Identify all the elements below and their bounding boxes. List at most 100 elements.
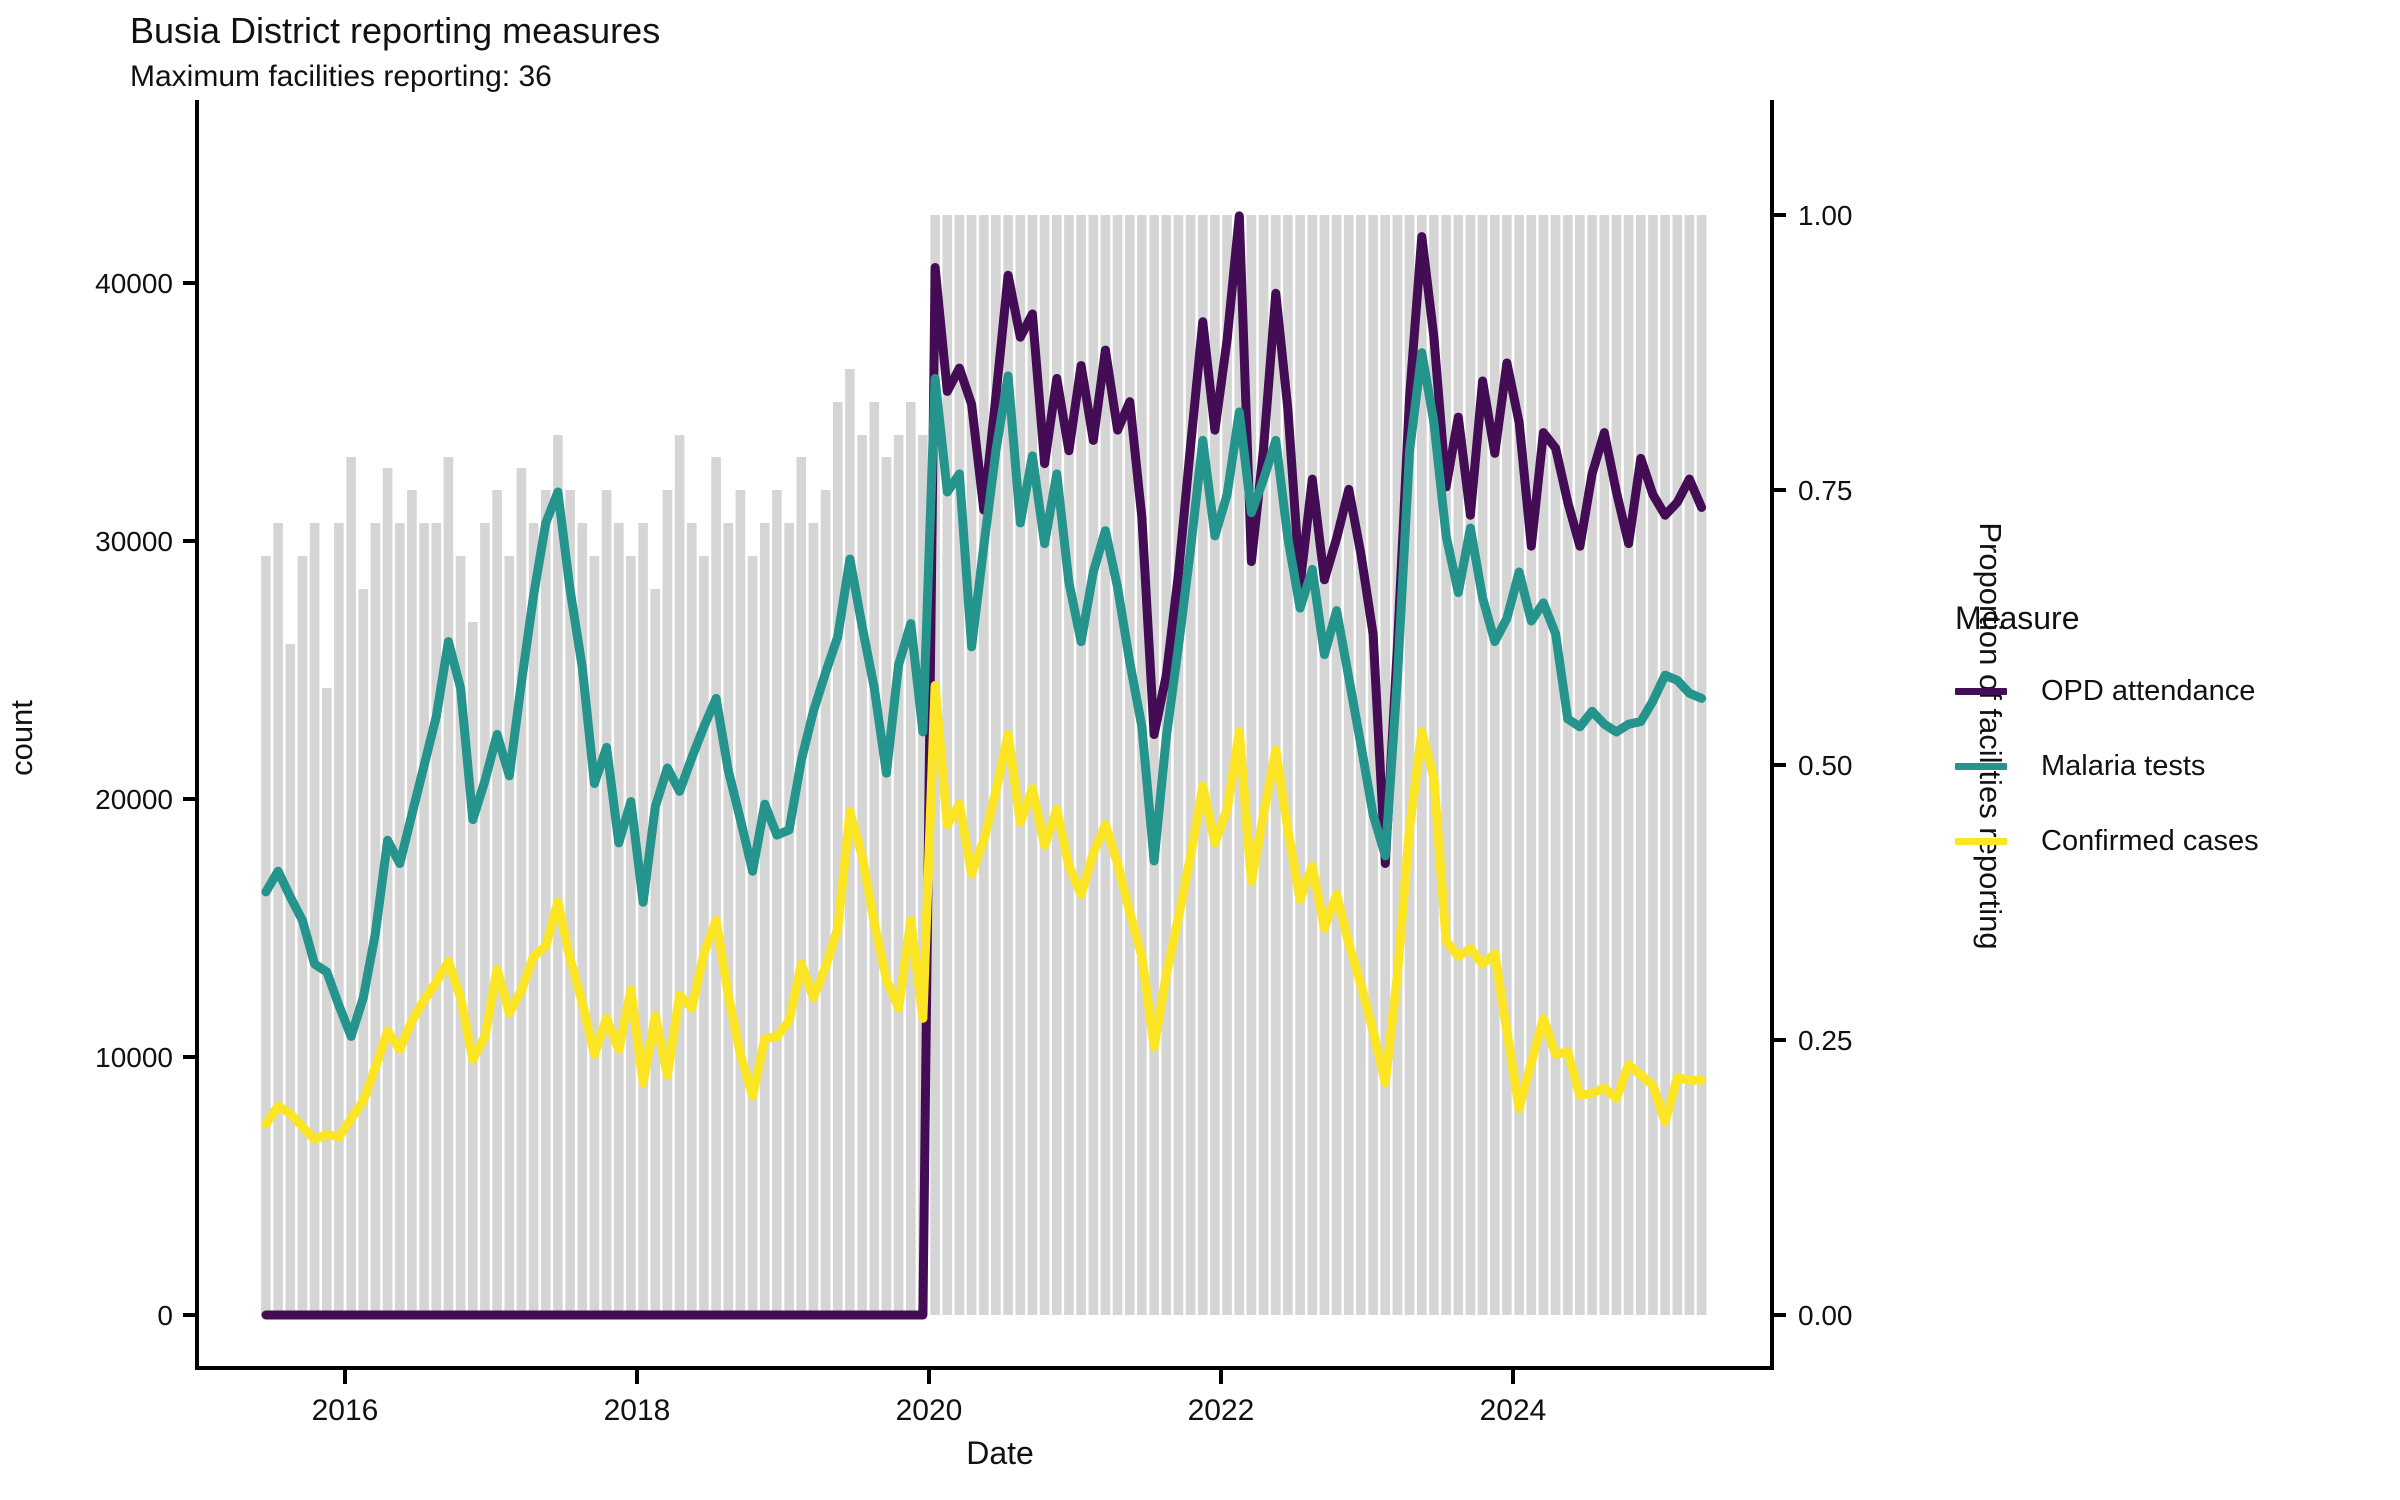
reporting-bar — [1064, 215, 1074, 1315]
reporting-bar — [1258, 215, 1269, 1315]
reporting-bar — [1210, 215, 1220, 1315]
reporting-bar — [1185, 215, 1196, 1315]
reporting-bar — [382, 468, 393, 1315]
x-tick-label: 2020 — [896, 1394, 963, 1427]
reporting-bar — [735, 490, 746, 1315]
confirmed-cases-line-swatch — [1955, 838, 2007, 845]
left-tick-label: 0 — [157, 1300, 173, 1331]
reporting-bar — [273, 523, 283, 1315]
reporting-bar — [699, 556, 709, 1315]
reporting-bar — [541, 490, 551, 1315]
left-tick-label: 30000 — [95, 526, 173, 557]
reporting-bar — [1648, 215, 1658, 1315]
reporting-bar — [1173, 215, 1184, 1315]
reporting-bar — [261, 556, 271, 1315]
x-tick-label: 2016 — [312, 1394, 379, 1427]
reporting-bar — [1368, 215, 1378, 1315]
reporting-bar — [869, 402, 880, 1315]
left-tick-label: 40000 — [95, 268, 173, 299]
reporting-bar — [1587, 215, 1597, 1315]
reporting-bar — [881, 457, 892, 1315]
reporting-bar — [942, 215, 953, 1315]
reporting-bar — [1490, 215, 1500, 1315]
right-tick-label: 0.25 — [1798, 1025, 1853, 1056]
reporting-bar — [1611, 215, 1622, 1315]
right-tick-label: 0.00 — [1798, 1300, 1853, 1331]
reporting-bar — [1392, 215, 1403, 1315]
x-tick-label: 2022 — [1188, 1394, 1255, 1427]
legend-label: OPD attendance — [2041, 675, 2256, 707]
reporting-bar — [1088, 215, 1099, 1315]
reporting-bar — [918, 435, 928, 1315]
chart-title: Busia District reporting measures — [130, 10, 661, 51]
reporting-bar — [1502, 215, 1512, 1315]
legend-item-malaria-tests: Malaria tests — [1955, 750, 2375, 783]
left-tick-label: 10000 — [95, 1042, 173, 1073]
reporting-bar — [638, 523, 648, 1315]
reporting-bar — [1453, 215, 1464, 1315]
reporting-bar — [553, 435, 563, 1315]
legend-title: Measure — [1955, 600, 2080, 636]
reporting-bar — [1599, 215, 1610, 1315]
reporting-bar — [1563, 215, 1573, 1315]
reporting-proportion-bars — [261, 215, 1707, 1315]
reporting-bar — [528, 523, 539, 1315]
reporting-bar — [1696, 215, 1707, 1315]
reporting-bar — [906, 402, 916, 1315]
reporting-bar — [650, 589, 661, 1315]
left-axis-title: count — [4, 700, 39, 776]
reporting-bar — [1672, 215, 1683, 1315]
reporting-bar — [504, 556, 515, 1315]
reporting-bar — [614, 523, 624, 1315]
axes: 0 10000 20000 30000 40000 0.00 0.25 0.50 0.75 1.0… — [95, 100, 1853, 1427]
reporting-bar — [455, 556, 466, 1315]
reporting-bar — [966, 215, 977, 1315]
reporting-bar — [1465, 215, 1476, 1315]
reporting-bar — [1112, 215, 1123, 1315]
reporting-bar — [674, 435, 685, 1315]
reporting-bar — [711, 457, 721, 1315]
reporting-bar — [662, 490, 673, 1315]
reporting-bar — [285, 644, 296, 1315]
reporting-bar — [820, 490, 831, 1315]
legend-label: Confirmed cases — [2041, 825, 2259, 857]
reporting-bar — [589, 556, 600, 1315]
line-confirmed-cases — [261, 681, 1707, 1145]
reporting-bar — [1636, 215, 1646, 1315]
reporting-bar — [1380, 215, 1391, 1315]
right-tick-label: 0.75 — [1798, 475, 1853, 506]
reporting-bar — [334, 523, 344, 1315]
x-tick-label: 2018 — [604, 1394, 671, 1427]
reporting-bar — [1222, 215, 1232, 1315]
reporting-bar — [443, 457, 454, 1315]
reporting-bar — [1283, 215, 1293, 1315]
reporting-bar — [772, 490, 782, 1315]
reporting-bar — [1295, 215, 1305, 1315]
reporting-bar — [1477, 215, 1488, 1315]
opd-attendance-line-swatch — [1955, 688, 2007, 695]
reporting-bar — [796, 457, 807, 1315]
reporting-bar — [1198, 215, 1208, 1315]
reporting-bar — [1575, 215, 1585, 1315]
reporting-bar — [1514, 215, 1524, 1315]
chart-subtitle: Maximum facilities reporting: 36 — [130, 60, 552, 93]
reporting-bar — [1307, 215, 1318, 1315]
reporting-bar — [747, 556, 758, 1315]
reporting-bar — [1027, 215, 1038, 1315]
reporting-bar — [1526, 215, 1537, 1315]
reporting-bar — [1550, 215, 1561, 1315]
reporting-bar — [1125, 215, 1135, 1315]
reporting-bar — [1660, 215, 1670, 1315]
reporting-bar — [468, 622, 478, 1315]
reporting-bar — [1404, 215, 1415, 1315]
reporting-bar — [395, 523, 405, 1315]
reporting-bar — [1319, 215, 1330, 1315]
reporting-bar — [358, 589, 369, 1315]
x-tick-label: 2024 — [1480, 1394, 1547, 1427]
reporting-bar — [954, 215, 965, 1315]
line-opd-attendance — [261, 211, 1707, 1320]
x-axis-title: Date — [966, 1435, 1034, 1471]
reporting-bar — [687, 523, 697, 1315]
reporting-bar — [1538, 215, 1549, 1315]
